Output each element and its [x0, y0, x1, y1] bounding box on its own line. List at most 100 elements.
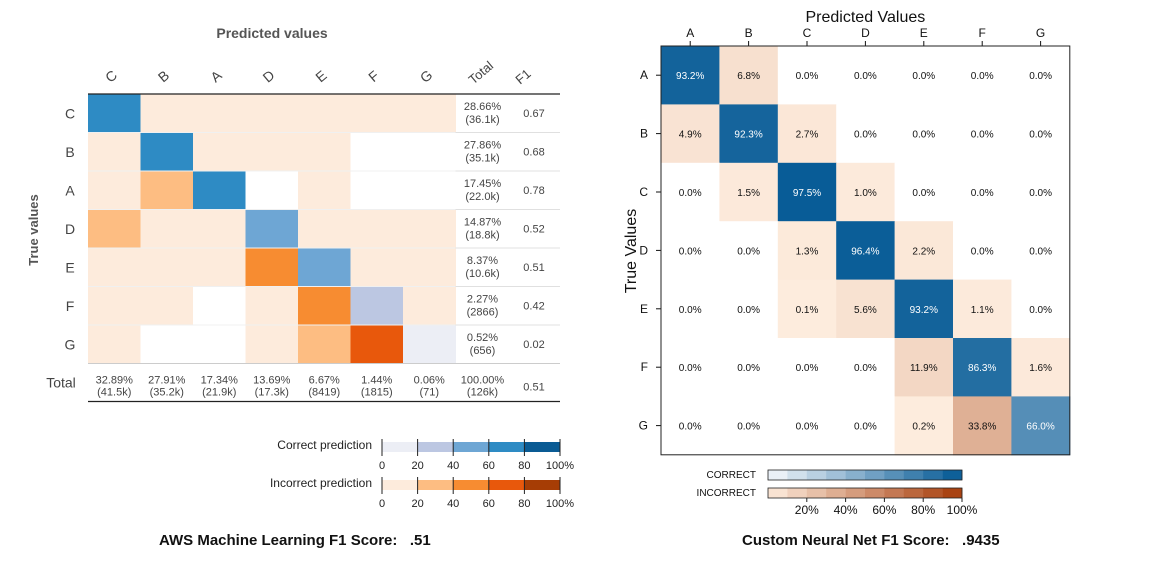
aws-col-total-pct: 13.69% — [253, 375, 291, 387]
aws-row-total-pct: 2.27% — [467, 294, 498, 306]
nn-legend-incorrect-swatch — [806, 488, 827, 498]
nn-cell-value: 0.0% — [1029, 246, 1052, 257]
nn-matrix-cell — [719, 162, 779, 222]
nn-matrix-cell — [719, 104, 779, 164]
nn-cell-value: 5.6% — [854, 305, 877, 316]
nn-legend-incorrect-swatch — [865, 488, 885, 498]
aws-matrix-cell — [350, 248, 404, 287]
nn-matrix-cell — [836, 162, 896, 222]
aws-matrix-cell — [403, 209, 456, 249]
nn-legend-correct-swatch — [845, 470, 866, 480]
aws-legend-incorrect-swatch — [524, 480, 561, 490]
nn-matrix-cell — [953, 104, 1012, 164]
nn-cell-value: 0.0% — [971, 246, 994, 257]
aws-matrix-cell — [193, 248, 246, 287]
nn-matrix-cell — [1011, 221, 1071, 281]
nn-cell-value: 0.0% — [796, 422, 819, 433]
aws-row-total-pct: 0.52% — [467, 332, 498, 344]
aws-legend-incorrect-swatch — [417, 480, 454, 490]
aws-row-total-count: (10.6k) — [465, 268, 499, 280]
aws-matrix-cell — [193, 209, 246, 249]
aws-matrix-cell — [350, 171, 404, 210]
nn-legend-incorrect-swatch — [845, 488, 866, 498]
aws-row-f1: 0.67 — [523, 108, 544, 120]
aws-matrix-cell — [140, 171, 194, 210]
nn-matrix-cell — [777, 279, 837, 339]
nn-legend-correct-border — [767, 469, 963, 481]
aws-matrix-cell — [403, 171, 456, 210]
nn-matrix-cell — [953, 396, 1012, 456]
nn-chart-title: Predicted Values — [806, 9, 926, 26]
aws-col-total-pct: 27.91% — [148, 375, 186, 387]
nn-cell-value: 0.0% — [737, 305, 760, 316]
nn-cell-value: 1.5% — [737, 188, 760, 199]
nn-legend-correct-swatch — [787, 470, 808, 480]
aws-row-label: D — [65, 221, 75, 237]
nn-matrix-cell — [1011, 46, 1071, 105]
nn-legend-correct-label: CORRECT — [707, 470, 756, 481]
aws-chart-title: Predicted values — [216, 25, 327, 41]
nn-col-label: D — [861, 26, 870, 40]
nn-cell-value: 2.7% — [796, 130, 819, 141]
aws-legend-correct-swatch — [488, 442, 525, 452]
aws-legend-incorrect-tick-label: 80 — [518, 498, 530, 510]
nn-legend-incorrect-swatch — [923, 488, 943, 498]
aws-matrix-cell — [88, 132, 141, 172]
nn-matrix-cell — [719, 279, 779, 339]
nn-matrix-cell — [1011, 162, 1071, 222]
aws-matrix-cell — [140, 132, 194, 172]
nn-matrix-cell — [719, 221, 779, 281]
aws-matrix-cell — [403, 286, 456, 326]
nn-cell-value: 0.2% — [912, 422, 935, 433]
aws-matrix-cell — [403, 325, 456, 364]
nn-cell-value: 66.0% — [1026, 422, 1054, 433]
aws-grand-total-pct: 100.00% — [461, 375, 505, 387]
nn-cell-value: 0.0% — [854, 71, 877, 82]
nn-cell-value: 97.5% — [793, 188, 821, 199]
nn-matrix-cell — [1011, 279, 1071, 339]
aws-row-f1: 0.51 — [523, 262, 544, 274]
aws-matrix-cell — [193, 132, 246, 172]
aws-row-total-pct: 17.45% — [464, 178, 502, 190]
nn-cell-value: 0.0% — [1029, 188, 1052, 199]
aws-matrix-cell — [350, 325, 404, 364]
aws-legend-incorrect-tick-label: 40 — [447, 498, 459, 510]
aws-matrix-cell — [88, 209, 141, 249]
nn-matrix-cell — [894, 104, 954, 164]
aws-legend-correct-tick-label: 80 — [518, 460, 530, 472]
aws-matrix-cell — [88, 248, 141, 287]
aws-matrix-cell — [298, 171, 351, 210]
aws-col-total-count: (1815) — [361, 387, 393, 399]
nn-cell-value: 0.0% — [796, 71, 819, 82]
nn-matrix-cell — [661, 338, 720, 397]
aws-col-label: D — [260, 67, 278, 86]
nn-matrix-cell — [661, 104, 720, 164]
aws-col-total-count: (35.2k) — [150, 387, 184, 399]
aws-col-total-count: (71) — [419, 387, 439, 399]
neural-net-confusion-matrix-chart: Predicted Values True Values A B C D E F G A 93.2%… — [623, 9, 1071, 517]
aws-row-label: E — [65, 259, 74, 275]
nn-row-label: B — [640, 127, 648, 141]
aws-col-total-pct: 6.67% — [309, 375, 340, 387]
aws-grand-f1: 0.51 — [523, 382, 544, 394]
aws-legend-incorrect-swatch — [382, 480, 418, 490]
aws-matrix-cell — [88, 325, 141, 364]
nn-legend-incorrect-swatch — [787, 488, 808, 498]
nn-legend-correct-swatch — [768, 470, 788, 480]
nn-col-label: F — [979, 26, 986, 40]
nn-cell-value: 0.0% — [679, 305, 702, 316]
aws-legend-correct-swatch — [417, 442, 454, 452]
nn-matrix-cell — [836, 279, 896, 339]
nn-legend-incorrect-swatch — [942, 488, 963, 498]
aws-row-total-count: (35.1k) — [465, 153, 499, 165]
aws-matrix-cell — [245, 132, 299, 172]
aws-f1-header: F1 — [512, 66, 533, 87]
nn-cell-value: 0.0% — [679, 246, 702, 257]
nn-col-label: G — [1036, 26, 1045, 40]
aws-matrix-cell — [245, 325, 299, 364]
aws-matrix-cell — [403, 248, 456, 287]
nn-cell-value: 0.0% — [796, 363, 819, 374]
nn-matrix-cell — [836, 46, 896, 105]
aws-row-label: B — [65, 144, 74, 160]
nn-legend-correct-swatch — [903, 470, 924, 480]
